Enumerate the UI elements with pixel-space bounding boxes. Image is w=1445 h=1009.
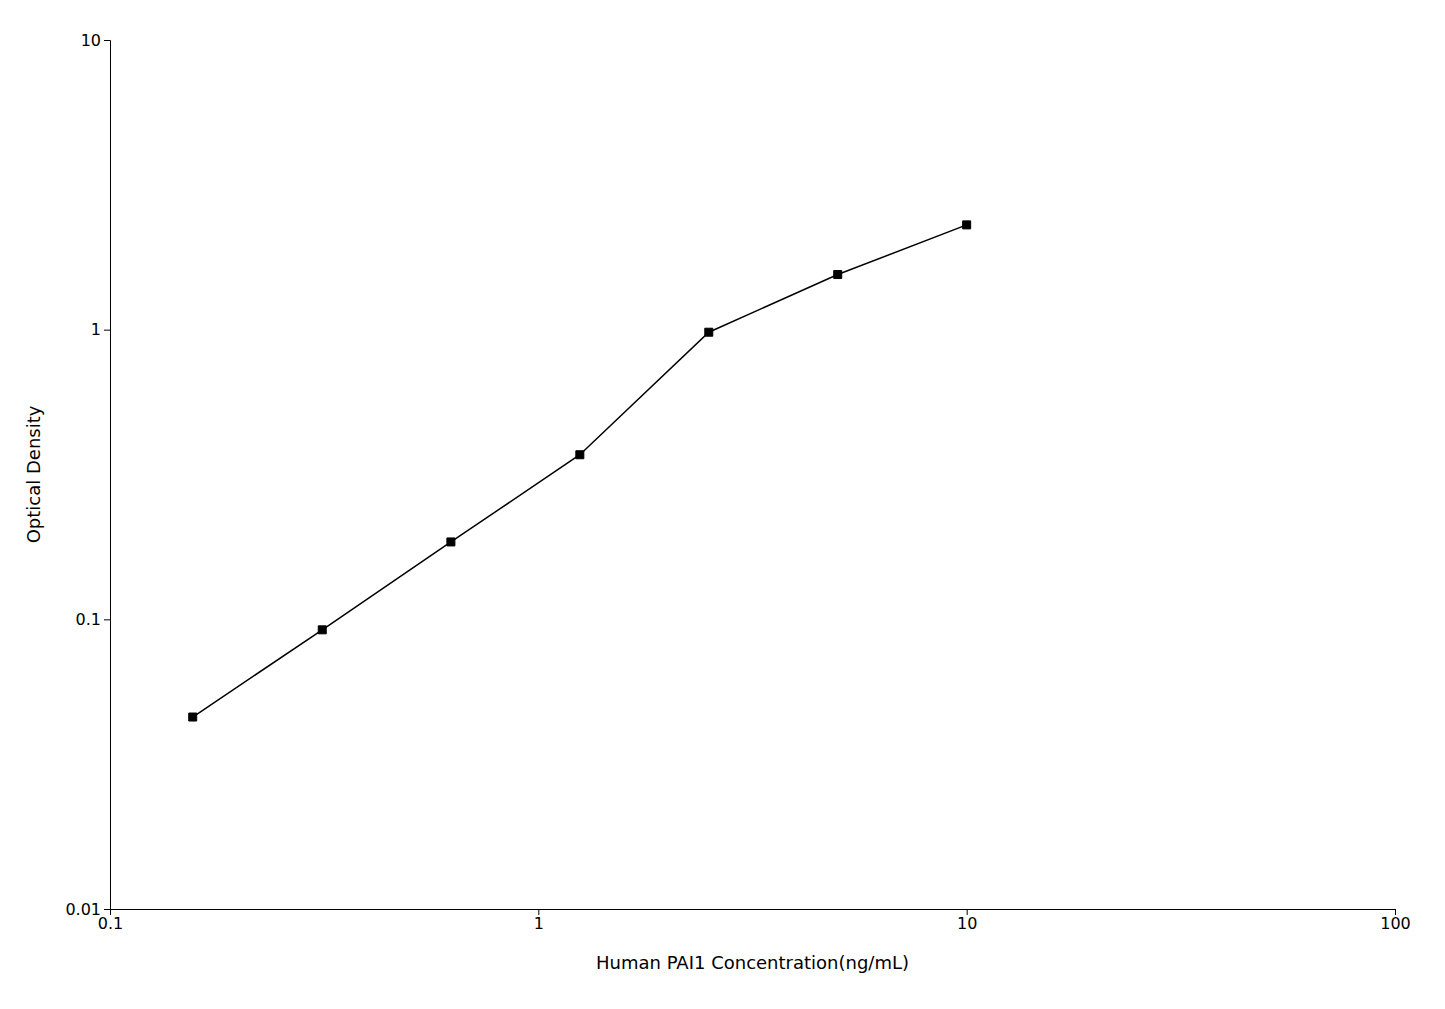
y-tick-mark xyxy=(104,619,110,620)
x-axis-line xyxy=(111,910,1396,916)
y-tick-mark xyxy=(104,909,110,910)
y-tick: 0.01 xyxy=(65,900,110,919)
data-point xyxy=(318,626,326,634)
y-axis-line xyxy=(104,41,111,910)
x-tick: 0.1 xyxy=(98,909,123,933)
y-tick-label: 10 xyxy=(81,31,101,50)
y-tick: 0.1 xyxy=(76,610,110,629)
y-tick: 1 xyxy=(91,320,110,339)
y-axis-title: Optical Density xyxy=(23,405,44,543)
x-tick-label: 100 xyxy=(1380,914,1411,933)
x-tick-label: 10 xyxy=(957,914,977,933)
x-tick: 100 xyxy=(1380,909,1411,933)
x-tick-label: 0.1 xyxy=(98,914,123,933)
plot-area: 0.11101000.010.1110 xyxy=(65,31,1410,934)
x-tick: 10 xyxy=(957,909,977,933)
data-point xyxy=(447,538,455,546)
data-layer xyxy=(189,221,971,721)
chart: 0.11101000.010.1110Human PAI1 Concentrat… xyxy=(0,0,1445,1009)
data-line xyxy=(193,225,967,717)
y-tick-label: 0.01 xyxy=(65,900,101,919)
x-tick-label: 1 xyxy=(534,914,544,933)
y-tick-label: 0.1 xyxy=(76,610,101,629)
x-tick: 1 xyxy=(534,909,544,933)
data-point xyxy=(963,221,971,229)
x-axis: 0.1 1 10 100 xyxy=(98,909,1411,933)
y-tick: 10 xyxy=(81,31,110,50)
y-axis: 0.01 0.1 1 10 xyxy=(65,31,110,919)
y-tick-mark xyxy=(104,40,110,41)
data-point xyxy=(834,271,842,279)
data-point xyxy=(705,328,713,336)
data-point xyxy=(189,713,197,721)
x-axis-title: Human PAI1 Concentration(ng/mL) xyxy=(596,952,909,973)
y-tick-mark xyxy=(104,330,110,331)
data-point xyxy=(576,451,584,459)
y-tick-label: 1 xyxy=(91,320,101,339)
